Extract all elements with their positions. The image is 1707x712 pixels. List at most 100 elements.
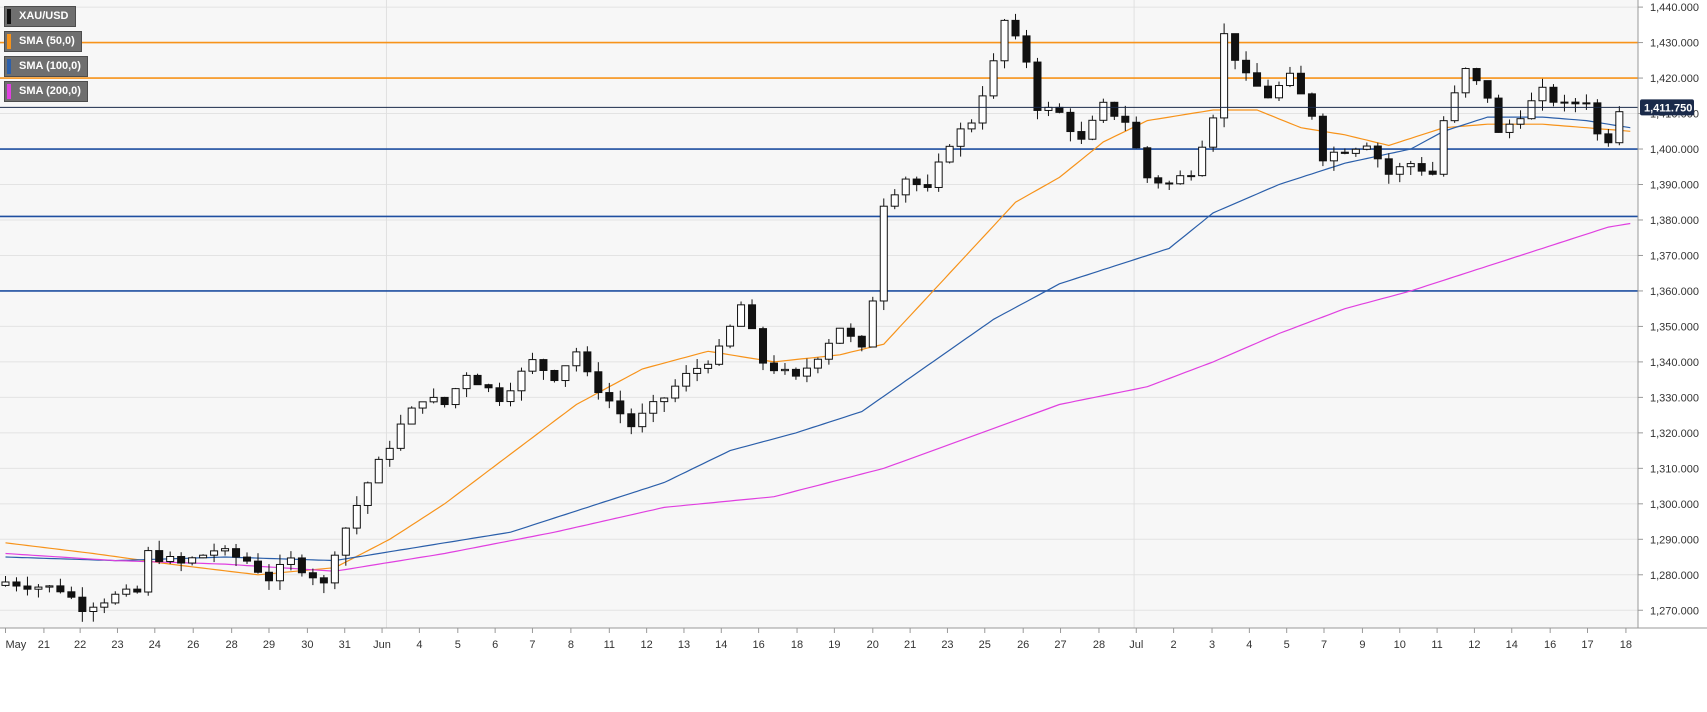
candle: [275, 554, 284, 590]
candle-body: [133, 588, 142, 593]
y-tick-label: 1,310.000: [1650, 463, 1699, 475]
candle-body: [1417, 163, 1426, 172]
legend-item-sma100[interactable]: SMA (100,0): [4, 56, 88, 77]
candle: [769, 355, 779, 374]
candle-body: [758, 328, 768, 364]
candle: [682, 365, 691, 392]
candle-body: [528, 359, 537, 372]
candle: [133, 585, 142, 594]
candle: [956, 122, 965, 157]
candle: [780, 363, 789, 375]
x-tick-label: 22: [74, 639, 86, 651]
x-tick-label: 18: [1620, 639, 1632, 651]
candle: [484, 383, 493, 393]
candle: [1417, 157, 1426, 176]
candle-body: [1165, 182, 1174, 185]
candle: [1461, 67, 1470, 98]
legend-item-xauusd[interactable]: XAU/USD: [4, 6, 76, 27]
candle: [616, 390, 625, 424]
candle-body: [352, 504, 361, 529]
candle: [297, 554, 306, 577]
candle-body: [934, 161, 943, 188]
candle-body: [1406, 163, 1415, 168]
candle-body: [1022, 35, 1031, 63]
x-tick-label: 12: [641, 639, 653, 651]
candle: [506, 382, 515, 407]
candle: [89, 602, 98, 622]
candle-body: [56, 585, 65, 593]
candle: [396, 414, 405, 451]
candle-body: [374, 458, 383, 484]
y-tick-label: 1,370.000: [1650, 250, 1699, 262]
candle-body: [682, 372, 691, 387]
plot-background: [0, 0, 1638, 628]
candle-body: [956, 128, 965, 147]
y-tick-label: 1,400.000: [1650, 144, 1699, 156]
candle: [1022, 29, 1031, 69]
legend-item-sma50[interactable]: SMA (50,0): [4, 31, 82, 52]
candle-body: [396, 423, 405, 449]
candle-body: [715, 345, 724, 365]
candle-body: [308, 572, 317, 579]
x-tick-label: 16: [1544, 639, 1556, 651]
candle: [737, 301, 746, 327]
y-tick-label: 1,380.000: [1650, 215, 1699, 227]
candle: [221, 545, 230, 556]
candle: [330, 551, 339, 590]
candle: [1176, 170, 1185, 185]
candle-body: [1395, 166, 1404, 175]
candle-body: [769, 362, 779, 372]
candle: [34, 584, 43, 598]
candle: [1088, 115, 1097, 141]
candle-body: [1187, 175, 1196, 178]
candle-body: [221, 548, 230, 552]
candle: [572, 347, 581, 372]
y-tick-label: 1,340.000: [1650, 357, 1699, 369]
candle-body: [813, 358, 822, 369]
legend-swatch: [7, 84, 11, 99]
legend-label: SMA (200,0): [19, 85, 81, 97]
candle: [1011, 13, 1020, 40]
candle-body: [748, 304, 757, 330]
x-tick-label: 23: [111, 639, 123, 651]
x-tick-label: May: [5, 639, 26, 651]
x-tick-label: 14: [715, 639, 727, 651]
candle: [693, 359, 702, 382]
candle: [1198, 140, 1207, 177]
y-tick-label: 1,320.000: [1650, 428, 1699, 440]
candle-body: [67, 591, 76, 598]
candle: [989, 53, 998, 99]
candle-body: [122, 588, 131, 595]
candle: [451, 387, 460, 409]
price-axis[interactable]: 1,270.000 1,280.000 1,290.000 1,300.000 1,31…: [1638, 2, 1699, 617]
candle: [1615, 106, 1624, 146]
legend-swatch: [7, 34, 11, 49]
candle-body: [1198, 146, 1207, 177]
legend-item-sma200[interactable]: SMA (200,0): [4, 81, 88, 102]
candle-body: [506, 390, 515, 403]
candle-body: [1329, 151, 1338, 162]
candle: [835, 327, 844, 344]
candle-body: [605, 392, 614, 402]
candle-body: [1, 581, 10, 586]
candle-body: [1439, 120, 1448, 175]
time-axis[interactable]: May 21 22 23 24 26 28 29 30 31 Jun 4 5 6 7 8 11 12 13 14 16 1…: [4, 628, 1632, 651]
candle-body: [835, 327, 844, 344]
candle-body: [1593, 102, 1602, 135]
current-price-label: 1,411.750: [1644, 102, 1692, 114]
x-tick-label: 21: [38, 639, 50, 651]
x-tick-label: 31: [339, 639, 351, 651]
candle: [1538, 78, 1547, 111]
candle-body: [989, 60, 998, 97]
candle-body: [671, 385, 680, 399]
candle: [704, 360, 713, 374]
x-tick-label: 7: [529, 639, 535, 651]
candle: [473, 373, 482, 386]
candle: [1384, 153, 1393, 184]
candle: [23, 576, 32, 596]
candle: [407, 406, 416, 425]
candle: [210, 543, 219, 563]
candle-body: [1571, 101, 1580, 105]
x-tick-label: 5: [455, 639, 461, 651]
candle-body: [594, 371, 603, 394]
